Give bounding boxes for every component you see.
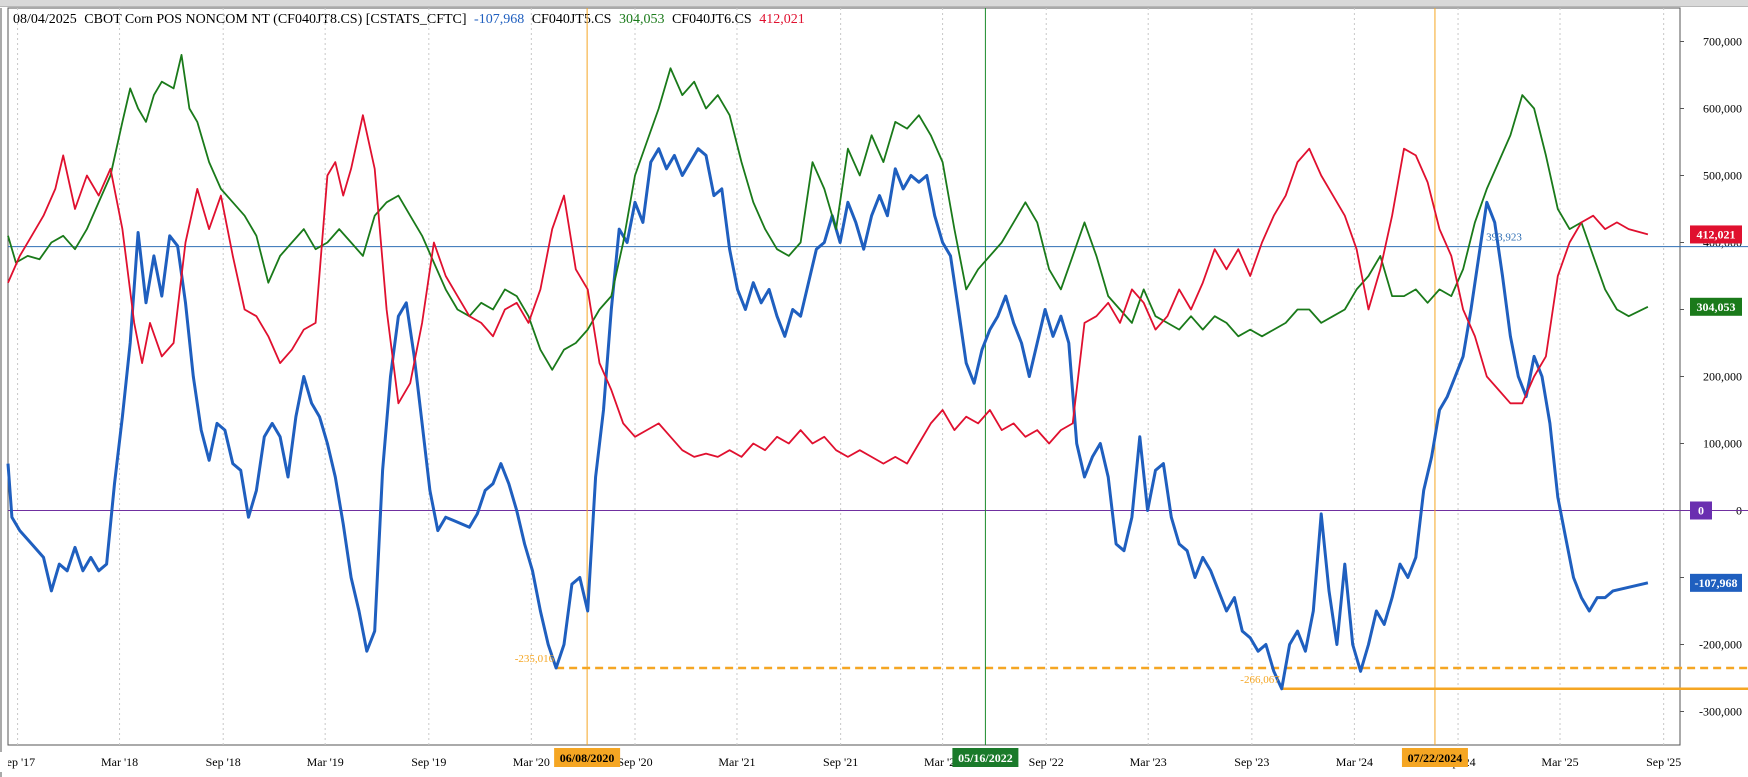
last-value-tag-bg	[1690, 573, 1742, 592]
x-tick-label: Sep '23	[1234, 755, 1269, 769]
y-tick-label: 700,000	[1703, 35, 1742, 49]
series-line-3	[7, 114, 1649, 465]
series-line-2	[7, 54, 1649, 371]
header-date: 08/04/2025	[13, 12, 77, 27]
x-tick-label: Sep '18	[206, 755, 241, 769]
header-series3-name: CF040JT6.CS	[671, 12, 752, 27]
x-tick-label: Mar '21	[718, 755, 755, 769]
y-tick-label: 200,000	[1703, 370, 1742, 384]
x-tick-label: Sep '25	[1646, 755, 1681, 769]
y-tick-label: 600,000	[1703, 102, 1742, 116]
x-tick-label: Mar '19	[307, 755, 344, 769]
x-tick-label: Sep '17	[0, 755, 35, 769]
reference-line-label: -235,016	[515, 653, 555, 665]
y-tick-label: -300,000	[1699, 705, 1742, 719]
x-axis-left-clip	[0, 752, 8, 772]
x-tick-label: Sep '21	[823, 755, 858, 769]
x-tick-label: Mar '23	[1130, 755, 1167, 769]
y-tick-label: 500,000	[1703, 169, 1742, 183]
last-value-tag-bg	[1690, 225, 1742, 244]
chart-header: 08/04/2025 CBOT Corn POS NONCOM NT (CF04…	[13, 12, 809, 28]
header-title: CBOT Corn POS NONCOM NT (CF040JT8.CS) [C…	[84, 12, 467, 27]
x-tick-label: Mar '22	[924, 755, 961, 769]
header-series3-value: 412,021	[759, 12, 805, 27]
last-value-tag-label: 412,021	[1697, 227, 1736, 241]
date-tag-label: 06/08/2020	[560, 751, 615, 765]
date-tag-label: 07/22/2024	[1408, 751, 1463, 765]
y-tick-label: -200,000	[1699, 638, 1742, 652]
x-tick-label: Mar '18	[101, 755, 138, 769]
header-series2-value: 304,053	[618, 12, 665, 27]
header-series2-name: CF040JT5.CS	[531, 12, 612, 27]
header-series1-value: -107,968	[474, 12, 525, 27]
series-line-1	[6, 147, 1649, 691]
x-tick-label: Mar '20	[513, 755, 550, 769]
date-tag-bg	[554, 748, 621, 767]
reference-line-label: -266,067	[1240, 674, 1280, 686]
x-tick-label: Sep '19	[411, 755, 446, 769]
x-tick-label: Mar '25	[1541, 755, 1578, 769]
x-tick-label: Sep '22	[1029, 755, 1064, 769]
last-value-tag-bg	[1690, 501, 1712, 520]
reference-line-label: 393,923	[1486, 232, 1522, 244]
last-value-tag-label: -107,968	[1695, 576, 1738, 590]
date-tag-bg	[1401, 748, 1468, 767]
last-value-tag-bg	[1690, 297, 1742, 316]
plot-area	[7, 7, 1681, 746]
last-value-tag-label: 0	[1698, 504, 1704, 518]
date-tag-label: 05/16/2022	[958, 751, 1013, 765]
x-tick-label: Sep '20	[617, 755, 652, 769]
date-tag-bg	[952, 748, 1019, 767]
x-tick-label: Mar '24	[1336, 755, 1373, 769]
y-tick-label: 100,000	[1703, 437, 1742, 451]
last-value-tag-label: 304,053	[1697, 300, 1736, 314]
window-top-bar	[0, 0, 1748, 7]
